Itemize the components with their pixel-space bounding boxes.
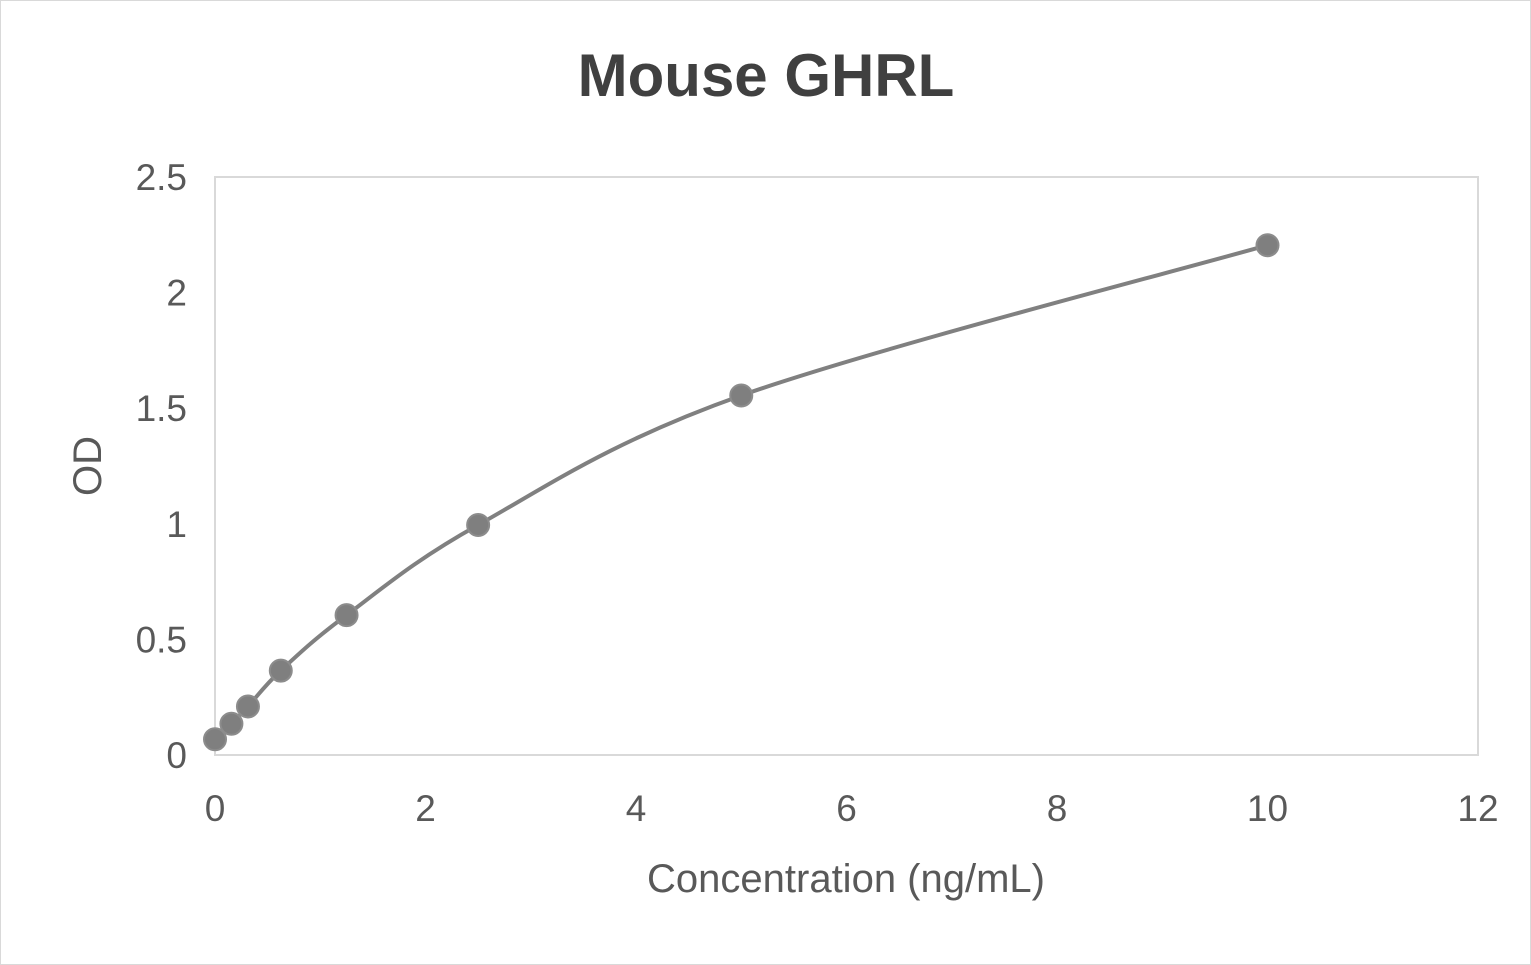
- data-point: [334, 603, 359, 628]
- y-axis-label: OD: [66, 436, 110, 496]
- data-point: [268, 658, 293, 683]
- y-tick-label: 1.5: [136, 388, 187, 429]
- data-point: [203, 727, 227, 752]
- data-points: [203, 233, 1280, 752]
- y-tick-label: 2: [166, 273, 187, 314]
- x-tick-label: 6: [836, 788, 857, 829]
- x-tick-label: 10: [1247, 788, 1288, 829]
- data-point: [235, 694, 260, 719]
- y-tick-label: 2.5: [136, 157, 187, 198]
- fit-curve: [213, 243, 1269, 741]
- plot-area-border: [214, 176, 1479, 756]
- x-tick-label: 12: [1457, 788, 1498, 829]
- data-point: [729, 383, 754, 408]
- y-tick-label: 0.5: [136, 619, 187, 660]
- data-point: [219, 711, 244, 736]
- y-axis-ticks: 0 0.5 1 1.5 2 2.5: [136, 157, 187, 776]
- x-axis-ticks: 0 2 4 6 8 10 12: [205, 788, 1499, 829]
- x-tick-label: 0: [205, 788, 226, 829]
- y-tick-label: 0: [166, 735, 187, 776]
- x-tick-label: 2: [415, 788, 436, 829]
- x-tick-label: 4: [626, 788, 647, 829]
- data-point: [466, 512, 491, 537]
- x-axis-label: Concentration (ng/mL): [647, 857, 1045, 901]
- x-tick-label: 8: [1047, 788, 1068, 829]
- y-tick-label: 1: [166, 504, 187, 545]
- data-point: [1255, 233, 1280, 258]
- chart-title: Mouse GHRL: [578, 42, 955, 109]
